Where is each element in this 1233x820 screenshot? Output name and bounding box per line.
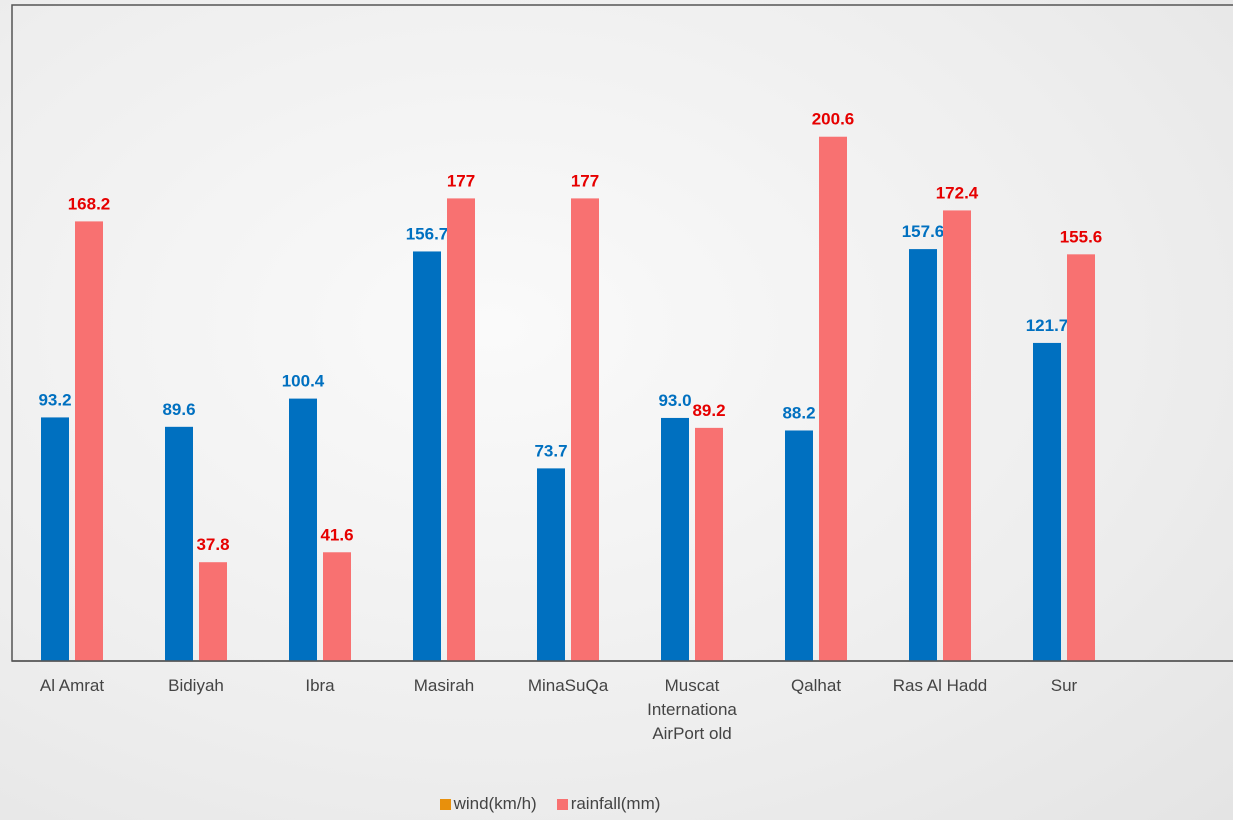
legend-label: rainfall(mm) — [570, 794, 661, 813]
x-tick-label: Muscat Internationa AirPort old — [647, 676, 737, 743]
legend-swatch — [439, 798, 451, 810]
bar — [323, 552, 351, 661]
data-label: 88.2 — [782, 403, 815, 422]
bar — [199, 562, 227, 661]
bar — [819, 136, 847, 661]
bar — [1033, 342, 1061, 661]
bar — [571, 198, 599, 661]
data-label: 89.2 — [692, 401, 725, 420]
data-label: 41.6 — [320, 525, 353, 544]
data-label: 157.6 — [902, 222, 945, 241]
x-tick-label: MinaSuQa — [527, 676, 609, 695]
legend-item: wind(km/h) — [439, 794, 537, 814]
bar — [75, 221, 103, 661]
bar — [785, 430, 813, 661]
data-label: 121.7 — [1026, 316, 1069, 335]
data-label: 155.6 — [1060, 227, 1103, 246]
legend-item: rainfall(mm) — [556, 794, 661, 814]
bar — [695, 427, 723, 661]
data-label: 89.6 — [162, 400, 195, 419]
x-tick-label: Ibra — [305, 676, 335, 695]
legend: wind(km/h) rainfall(mm) — [0, 794, 1100, 814]
x-tick-label: Al Amrat — [39, 676, 105, 695]
bar — [943, 210, 971, 662]
legend-label: wind(km/h) — [453, 794, 537, 813]
data-label: 156.7 — [406, 224, 449, 243]
data-label: 37.8 — [196, 535, 229, 554]
bar — [537, 468, 565, 661]
x-tick-label: Bidiyah — [168, 676, 224, 695]
data-label: 177 — [447, 171, 475, 190]
data-label: 93.0 — [658, 391, 691, 410]
bar — [661, 417, 689, 661]
data-label: 200.6 — [812, 110, 855, 129]
data-label: 168.2 — [68, 194, 111, 213]
bar — [1067, 254, 1095, 661]
bar — [909, 249, 937, 662]
data-label: 177 — [571, 171, 599, 190]
legend-swatch — [556, 798, 568, 810]
bar — [447, 198, 475, 661]
bar — [413, 251, 441, 661]
bar — [41, 417, 69, 661]
x-tick-label: Ras Al Hadd — [892, 676, 988, 695]
data-label: 100.4 — [282, 372, 325, 391]
data-label: 172.4 — [936, 183, 979, 202]
x-tick-label: Qalhat — [790, 676, 842, 695]
data-label: 93.2 — [38, 390, 71, 409]
data-label: 73.7 — [534, 441, 567, 460]
x-tick-label: Sur — [1050, 676, 1078, 695]
x-tick-label: Masirah — [413, 676, 475, 695]
bar — [289, 398, 317, 661]
bar — [165, 426, 193, 661]
